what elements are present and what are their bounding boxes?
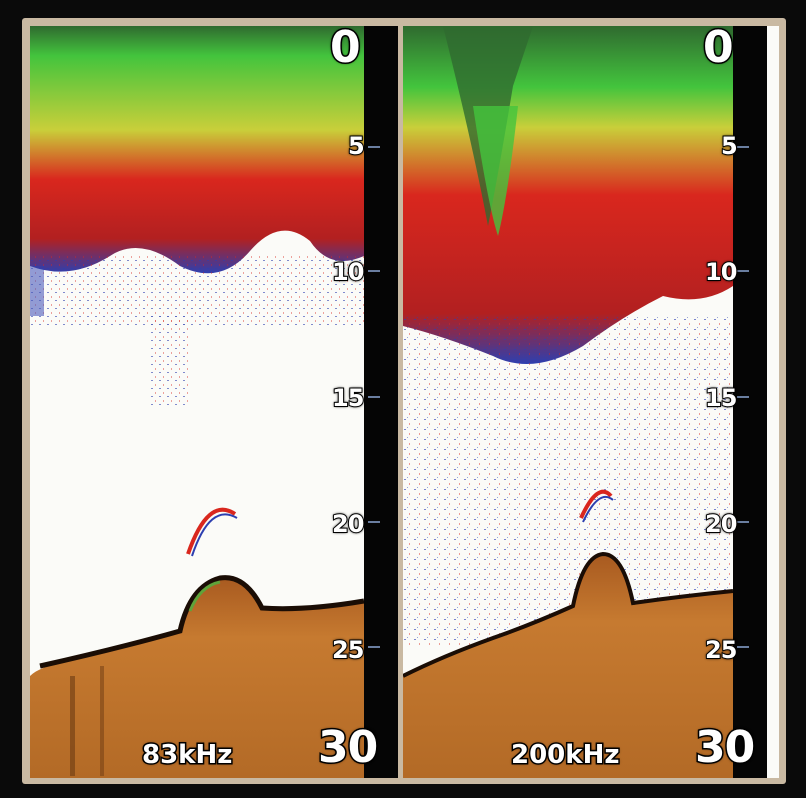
sonar-pane-83khz[interactable]: 0 5 10 15 20 25 30 83kHz [30,26,398,778]
sonar-bottom-echo-icon [30,577,364,778]
sonar-pane-200khz[interactable]: 0 5 10 15 20 25 30 200kHz [403,26,779,778]
pane-divider [398,26,403,778]
depth-label-0: 0 [329,26,363,75]
frequency-label-83khz: 83kHz [140,739,233,772]
scatter-noise [30,256,364,406]
surface-clutter-band [30,26,364,274]
fish-arch-icon [186,507,237,555]
depth-label-25: 25 [331,635,365,665]
frequency-label-200khz: 200kHz [509,739,620,772]
sonar-bottom-echo-icon [403,554,733,778]
depth-scale-83khz [364,26,398,778]
depth-label-0: 0 [702,26,736,75]
sonar-echo-canvas-200khz [403,26,734,778]
depth-scale-200khz [733,26,767,778]
depth-label-20: 20 [331,509,365,539]
depth-label-10: 10 [331,257,365,287]
sonar-echo-canvas-83khz [30,26,365,778]
depth-label-15: 15 [331,383,365,413]
depth-label-5: 5 [720,131,739,161]
surface-clutter-band [403,26,733,364]
depth-label-10: 10 [704,257,738,287]
depth-label-5: 5 [347,131,366,161]
depth-label-30: 30 [316,721,379,775]
depth-label-15: 15 [704,383,738,413]
depth-label-25: 25 [704,635,738,665]
depth-label-20: 20 [704,509,738,539]
depth-label-30: 30 [693,721,756,775]
scatter-noise [403,316,733,646]
fish-arch-icon [579,489,613,519]
